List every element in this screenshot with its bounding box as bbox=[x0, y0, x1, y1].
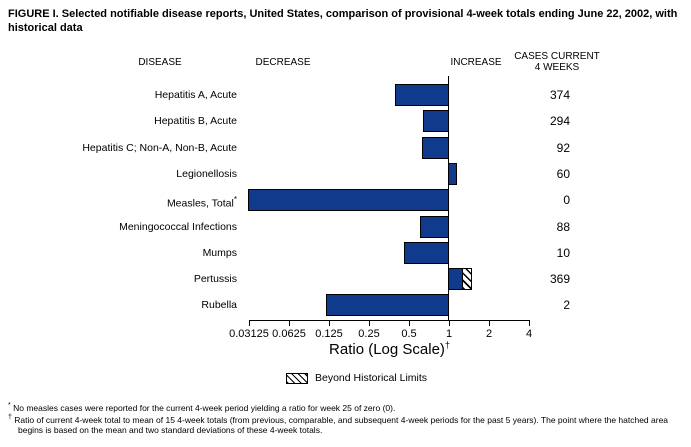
ratio-bar bbox=[448, 163, 457, 185]
disease-label: Pertussis bbox=[193, 273, 237, 285]
axis-tick-label: 0.25 bbox=[358, 328, 380, 340]
cases-header-line1: CASES CURRENT bbox=[514, 51, 600, 62]
axis-tick-label: 0.03125 bbox=[229, 328, 269, 340]
axis-tick-label: 0.0625 bbox=[272, 328, 306, 340]
axis-tick bbox=[369, 320, 370, 326]
axis-tick bbox=[449, 320, 450, 326]
axis-tick bbox=[489, 320, 490, 326]
footnotes: * No measles cases were reported for the… bbox=[8, 401, 686, 435]
x-axis-line bbox=[249, 320, 530, 321]
disease-label: Mumps bbox=[202, 247, 237, 259]
axis-tick-label: 1 bbox=[445, 328, 453, 340]
axis-tick bbox=[249, 320, 250, 326]
column-header-decrease: DECREASE bbox=[255, 57, 311, 68]
legend-label: Beyond Historical Limits bbox=[315, 372, 428, 384]
axis-tick-label: 0.5 bbox=[401, 328, 417, 340]
cases-value: 374 bbox=[549, 88, 570, 102]
cases-value: 88 bbox=[556, 220, 570, 234]
column-header-disease: DISEASE bbox=[138, 57, 182, 68]
cases-value: 60 bbox=[556, 167, 570, 181]
disease-label: Measles, Total* bbox=[166, 195, 237, 210]
footnote-text: No measles cases were reported for the c… bbox=[13, 402, 396, 413]
disease-label: Hepatitis C; Non-A, Non-B, Acute bbox=[82, 142, 237, 154]
cases-value: 0 bbox=[563, 193, 570, 207]
ratio-bar bbox=[326, 294, 449, 316]
figure-title: FIGURE I. Selected notifiable disease re… bbox=[8, 8, 678, 34]
disease-footnote-marker: * bbox=[233, 195, 237, 204]
ratio-bar bbox=[423, 110, 449, 132]
footnote-marker-dagger: † bbox=[8, 413, 12, 421]
ratio-bar bbox=[404, 242, 449, 264]
disease-label: Rubella bbox=[201, 299, 237, 311]
cases-header-line2: 4 WEEKS bbox=[534, 62, 580, 73]
axis-tick-label: 2 bbox=[485, 328, 493, 340]
cases-value: 294 bbox=[549, 114, 570, 128]
cases-value: 92 bbox=[556, 141, 570, 155]
ratio-bar bbox=[395, 84, 449, 106]
footnote-measles: * No measles cases were reported for the… bbox=[8, 401, 686, 413]
disease-label: Hepatitis A, Acute bbox=[154, 89, 237, 101]
legend: Beyond Historical Limits bbox=[286, 372, 427, 384]
ratio-bar bbox=[448, 268, 472, 290]
ratio-bar bbox=[420, 216, 449, 238]
ratio-bar bbox=[422, 137, 449, 159]
axis-tick bbox=[409, 320, 410, 326]
beyond-limits-segment bbox=[462, 268, 472, 290]
axis-tick-label: 0.125 bbox=[315, 328, 343, 340]
cases-value: 2 bbox=[563, 298, 570, 312]
footnote-text: Ratio of current 4-week total to mean of… bbox=[14, 414, 669, 435]
axis-tick-label: 4 bbox=[525, 328, 533, 340]
cases-value: 10 bbox=[556, 246, 570, 260]
cases-value: 369 bbox=[549, 272, 570, 286]
footnote-ratio: † Ratio of current 4-week total to mean … bbox=[8, 413, 686, 435]
axis-tick bbox=[289, 320, 290, 326]
beyond-limits-swatch-icon bbox=[286, 372, 308, 384]
x-axis-title-text: Ratio (Log Scale) bbox=[329, 341, 445, 358]
disease-label: Hepatitis B, Acute bbox=[154, 115, 237, 127]
ratio-bar bbox=[248, 189, 449, 211]
footnote-marker-asterisk: * bbox=[8, 402, 11, 409]
column-header-cases: CASES CURRENT 4 WEEKS bbox=[495, 51, 619, 73]
axis-tick bbox=[329, 320, 330, 326]
disease-label: Legionellosis bbox=[176, 168, 237, 180]
x-axis-title-footnote-marker: † bbox=[444, 340, 450, 350]
disease-label: Meningococcal Infections bbox=[119, 221, 237, 233]
column-header-increase: INCREASE bbox=[450, 57, 502, 68]
axis-tick bbox=[529, 320, 530, 326]
x-axis-title: Ratio (Log Scale)† bbox=[249, 340, 530, 358]
